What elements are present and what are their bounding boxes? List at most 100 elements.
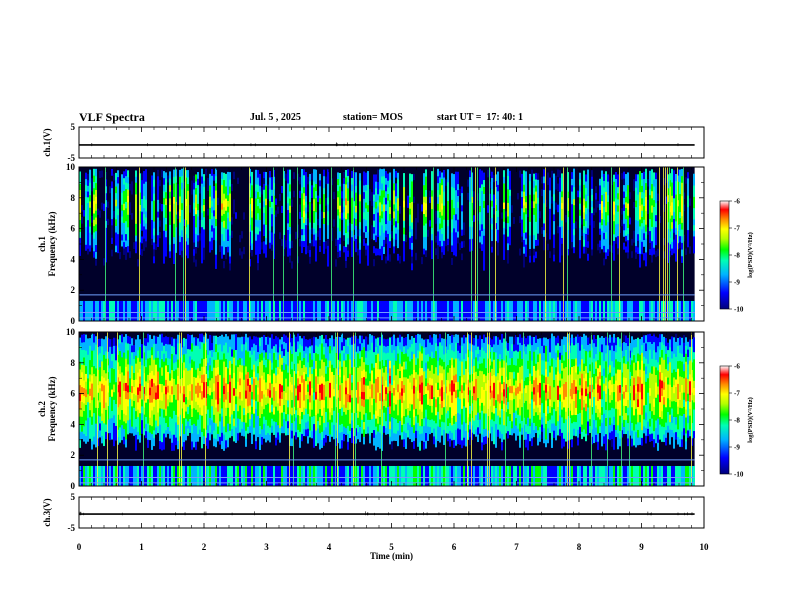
spectrogram-cell (223, 213, 225, 221)
spectrogram-cell (193, 195, 195, 203)
spectrogram-cell (571, 222, 573, 230)
spectrogram-cell (651, 190, 653, 199)
spectrogram-cell (271, 418, 273, 426)
spectrogram-cell (643, 219, 645, 227)
spectrogram-cell (259, 377, 261, 387)
spectrogram-cell (441, 215, 443, 222)
spectrogram-cell (277, 381, 279, 389)
spectrogram-cell (225, 198, 227, 205)
spectrogram-cell (281, 364, 283, 372)
spectrogram-cell (533, 227, 535, 236)
spectrogram-cell (135, 211, 137, 218)
spectrogram-cell (651, 212, 653, 220)
spectrogram-cell (645, 175, 647, 184)
spectrogram-cell (535, 172, 537, 180)
spectrogram-cell (263, 342, 265, 351)
spectrogram-cell (379, 248, 381, 256)
spectrogram-cell (117, 300, 119, 321)
spectrogram-cell (171, 426, 173, 435)
spectrogram-cell (327, 421, 329, 430)
spectrogram-cell (215, 367, 217, 376)
spectrogram-cell (215, 399, 217, 408)
spectrogram-cell (85, 435, 87, 444)
spectrogram-cell (93, 428, 95, 437)
spectrogram-cell (491, 229, 493, 236)
spectrogram-cell (317, 218, 319, 226)
spectrogram-cell (135, 235, 137, 242)
spectrogram-cell (315, 300, 317, 321)
spectrogram-cell (129, 377, 131, 386)
spectrogram-cell (79, 171, 81, 178)
spectrogram-cell (115, 352, 117, 361)
spectrogram-cell (155, 350, 157, 358)
spectrogram-cell (489, 217, 491, 225)
spectrogram-cell (297, 399, 299, 408)
spectrogram-cell (117, 233, 119, 241)
spectrogram-cell (373, 226, 375, 234)
spectrogram-cell (127, 370, 129, 379)
spectrogram-cell (169, 351, 171, 359)
spectrogram-cell (85, 238, 87, 245)
spectrogram-cell (189, 335, 191, 343)
spectrogram-cell (253, 420, 255, 428)
spectrogram-cell (525, 201, 527, 209)
spectrogram-cell (127, 363, 129, 372)
spectrogram-cell (225, 390, 227, 400)
spectrogram-cell (287, 196, 289, 204)
spectrogram-cell (223, 336, 225, 346)
spectrogram-cell (201, 390, 203, 400)
spectrogram-cell (265, 230, 267, 238)
spectrogram-cell (597, 243, 599, 251)
spectrogram-cell (533, 234, 535, 242)
spectrogram-cell (283, 178, 285, 186)
spectrogram-cell (163, 197, 165, 205)
spectrogram-cell (653, 240, 655, 248)
spectrogram-cell (213, 186, 215, 193)
spectrogram-cell (187, 224, 189, 232)
spectrogram-cell (221, 367, 223, 376)
spectrogram-cell (195, 233, 197, 241)
spectrogram-cell (123, 367, 125, 376)
spectrogram-cell (163, 369, 165, 378)
spectrogram-cell (325, 342, 327, 351)
spectrogram-cell (83, 395, 85, 404)
spectrogram-cell (549, 300, 551, 321)
spectrogram-cell (89, 338, 91, 346)
spectrogram-cell (237, 337, 239, 346)
spectrogram-cell (189, 205, 191, 213)
spectrogram-cell (255, 247, 257, 255)
spectrogram-cell (249, 465, 251, 486)
spectrogram-cell (163, 243, 165, 251)
spectrogram-cell (335, 300, 337, 321)
spectrogram-cell (599, 240, 601, 248)
spectrogram-cell (165, 415, 167, 424)
spectrogram-cell (147, 423, 149, 432)
spectrogram-cell (173, 465, 175, 486)
spectrogram-cell (329, 404, 331, 413)
spectrogram-cell (251, 465, 253, 486)
spectrogram-cell (85, 244, 87, 251)
spectrogram-cell (327, 252, 329, 260)
spectrogram-cell (509, 189, 511, 196)
spectrogram-cell (139, 427, 141, 436)
spectrogram-cell (567, 223, 569, 230)
y-tick-label: 5 (71, 122, 76, 132)
spectrogram-cell (295, 395, 297, 403)
spectrogram-cell (655, 202, 657, 210)
spectrogram-cell (141, 211, 143, 219)
spectrogram-cell (193, 352, 195, 362)
spectrogram-cell (201, 183, 203, 191)
spectrogram-cell (101, 465, 103, 486)
spectrogram-cell (241, 414, 243, 422)
spectrogram-cell (153, 172, 155, 180)
spectrogram-cell (403, 179, 405, 188)
spectrogram-cell (301, 345, 303, 354)
spectrogram-cell (295, 358, 297, 367)
spectrogram-cell (645, 182, 647, 191)
spectrogram-cell (509, 170, 511, 178)
spectrogram-cell (681, 229, 683, 237)
spectrogram-cell (579, 178, 581, 186)
spectrogram-cell (139, 412, 141, 421)
spectrogram-cell (159, 334, 161, 344)
spectrogram-cell (227, 375, 229, 385)
